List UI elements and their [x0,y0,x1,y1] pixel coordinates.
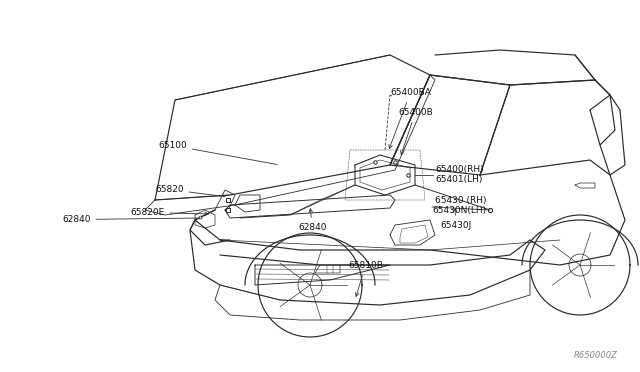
Text: 65400B: 65400B [398,108,433,154]
Text: 65400BA: 65400BA [389,88,431,148]
Text: 65820E: 65820E [130,208,208,217]
Text: 65401(LH): 65401(LH) [435,175,483,184]
Text: 65100: 65100 [158,141,277,164]
Text: 62840: 62840 [298,209,326,232]
Text: 62840: 62840 [62,215,197,224]
Text: 65430N(LH): 65430N(LH) [432,206,486,215]
Text: 65430J: 65430J [440,209,471,230]
Text: 65400(RH): 65400(RH) [435,165,484,174]
Text: R650000Z: R650000Z [574,351,618,360]
Text: 65820: 65820 [155,185,225,197]
Text: 65430 (RH): 65430 (RH) [435,196,486,205]
Text: 65810B: 65810B [348,261,383,296]
